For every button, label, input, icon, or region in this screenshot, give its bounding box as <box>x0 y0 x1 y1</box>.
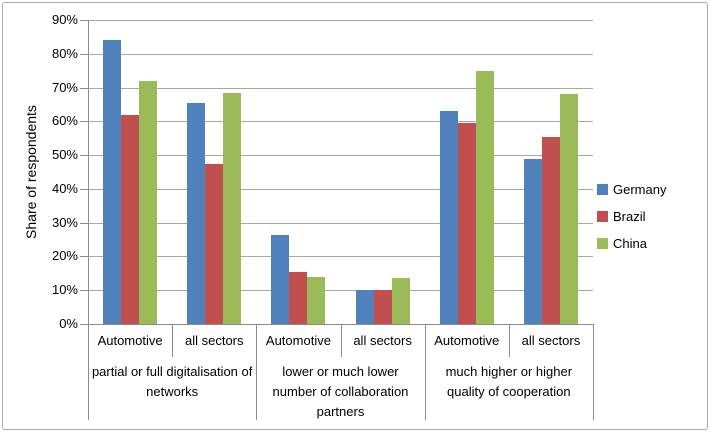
bar-brazil-4 <box>457 123 476 324</box>
y-tick-mark <box>80 256 88 258</box>
legend-swatch-brazil <box>597 210 608 222</box>
y-tick-mark <box>80 155 88 157</box>
category-separator <box>341 324 342 357</box>
gridline <box>88 53 593 55</box>
y-tick-mark <box>80 290 88 292</box>
group-row: partial or full digitalisation of networ… <box>88 357 593 420</box>
category-separator <box>172 324 173 357</box>
y-tick-mark <box>80 222 88 224</box>
bar-china-2 <box>307 276 326 324</box>
y-tick-label: 90% <box>51 12 78 27</box>
y-tick-mark <box>80 20 88 21</box>
x-category-label: Automotive <box>434 333 500 348</box>
bar-brazil-3 <box>373 290 392 324</box>
group-separator <box>256 324 257 420</box>
group-separator <box>88 324 89 420</box>
x-category-label: Automotive <box>265 333 331 348</box>
bar-china-3 <box>391 278 410 324</box>
gridline <box>88 222 593 224</box>
x-category-label: all sectors <box>521 333 581 348</box>
y-axis-line <box>88 20 89 325</box>
y-tick-mark <box>80 53 88 55</box>
group-separator <box>593 324 594 420</box>
x-category-label: all sectors <box>353 333 412 348</box>
gridline <box>88 188 593 190</box>
category-separator <box>509 324 510 357</box>
y-tick-label: 30% <box>51 214 78 230</box>
x-group-label: partial or full digitalisation of networ… <box>88 357 256 420</box>
gridline <box>88 290 593 292</box>
legend: Germany Brazil China <box>597 181 666 251</box>
x-category-label: Automotive <box>97 333 163 348</box>
plot-area <box>88 20 593 324</box>
x-axis-labels: Automotive all sectors Automotive all secto… <box>88 324 594 420</box>
group-separator <box>425 324 426 420</box>
x-group-label-text: lower or much lower number of collaborat… <box>272 364 409 419</box>
y-tick-mark <box>80 188 88 190</box>
bar-brazil-1 <box>205 163 224 324</box>
x-group-label-text: partial or full digitalisation of networ… <box>91 364 253 399</box>
y-tick-label: 60% <box>51 113 78 129</box>
y-tick-label: 40% <box>51 180 78 196</box>
bar-germany-2 <box>271 234 290 324</box>
gridline <box>88 155 593 157</box>
bar-china-1 <box>223 92 242 324</box>
gridline <box>88 256 593 258</box>
bar-germany-4 <box>439 111 458 324</box>
y-tick-mark <box>80 121 88 123</box>
legend-label: Germany <box>613 181 667 197</box>
y-tick-label: 0% <box>59 316 78 331</box>
legend-item-china: China <box>597 235 666 251</box>
legend-label: China <box>613 235 647 251</box>
bar-china-5 <box>559 94 578 324</box>
y-tick-label: 20% <box>51 248 78 264</box>
legend-swatch-germany <box>597 183 608 195</box>
y-tick-label: 50% <box>51 147 78 163</box>
legend-label: Brazil <box>613 208 646 224</box>
x-group-label: lower or much lower number of collaborat… <box>256 357 424 420</box>
gridline <box>88 121 593 123</box>
legend-item-germany: Germany <box>597 181 666 197</box>
legend-swatch-china <box>597 237 608 249</box>
y-tick-mark <box>80 87 88 89</box>
bar-china-4 <box>475 70 494 324</box>
y-tick-label: 10% <box>51 282 78 298</box>
y-tick-label: 70% <box>51 79 78 95</box>
x-category-label: all sectors <box>184 333 244 348</box>
legend-item-brazil: Brazil <box>597 208 666 224</box>
y-tick-mark <box>80 324 88 325</box>
category-row: Automotive all sectors Automotive all secto… <box>88 324 593 357</box>
y-tick-label: 80% <box>51 45 78 61</box>
bar-germany-1 <box>187 102 206 324</box>
bar-brazil-0 <box>121 114 140 324</box>
bar-brazil-2 <box>289 271 308 324</box>
bar-germany-5 <box>523 158 542 324</box>
bar-germany-3 <box>355 290 374 324</box>
bar-china-0 <box>139 80 158 324</box>
x-axis-line <box>88 324 593 325</box>
x-group-label: much higher or higher quality of coopera… <box>425 357 593 420</box>
gridline <box>88 20 593 21</box>
bar-brazil-5 <box>541 136 560 324</box>
x-group-label-text: much higher or higher quality of coopera… <box>445 364 573 399</box>
gridline <box>88 87 593 89</box>
bar-germany-0 <box>103 40 122 324</box>
